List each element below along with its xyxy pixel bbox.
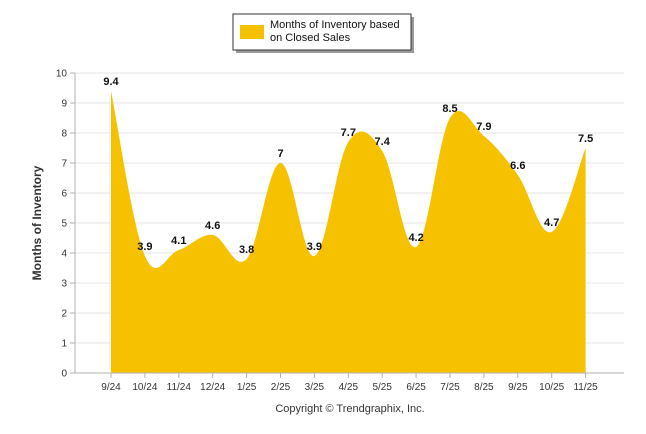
x-tick-label: 12/24 <box>200 382 225 393</box>
plot-area <box>111 91 586 373</box>
data-label: 3.9 <box>307 241 322 253</box>
data-label: 7.9 <box>476 121 491 133</box>
data-label: 8.5 <box>442 103 457 115</box>
data-label: 7.7 <box>341 127 356 139</box>
data-label: 4.6 <box>205 220 220 232</box>
data-label: 7.4 <box>375 136 391 148</box>
x-tick-label: 8/25 <box>474 382 494 393</box>
data-label: 3.9 <box>137 241 152 253</box>
data-label: 9.4 <box>103 76 119 88</box>
x-tick-label: 1/25 <box>237 382 257 393</box>
y-tick-label: 6 <box>61 189 67 200</box>
legend-label-line1: Months of Inventory based <box>270 19 400 31</box>
y-tick-label: 3 <box>61 279 67 290</box>
data-labels: 9.4 3.9 4.1 4.6 3.8 7 3.9 7.7 7.4 4.2 8.5 7.9 6.6 4.7… <box>103 76 593 256</box>
data-label: 7.5 <box>578 133 593 145</box>
data-label: 4.2 <box>408 232 423 244</box>
x-tick-label: 2/25 <box>271 382 291 393</box>
legend-label-line2: on Closed Sales <box>270 32 351 44</box>
y-tick-label: 7 <box>61 159 67 170</box>
legend: Months of Inventory based on Closed Sale… <box>232 13 414 53</box>
y-tick-label: 4 <box>61 249 67 260</box>
data-label: 3.8 <box>239 244 254 256</box>
x-tick-label: 10/24 <box>132 382 157 393</box>
x-tick-label: 3/25 <box>305 382 325 393</box>
y-tick-label: 9 <box>61 99 67 110</box>
y-tick-labels: 0 1 2 3 4 5 6 7 8 9 10 <box>56 69 75 380</box>
x-tick-label: 9/25 <box>508 382 528 393</box>
x-tick-label: 11/24 <box>167 382 192 393</box>
x-tick-label: 10/25 <box>539 382 564 393</box>
data-label: 4.1 <box>171 235 186 247</box>
x-tick-label: 9/24 <box>101 382 121 393</box>
legend-swatch <box>240 25 264 39</box>
series-area <box>111 91 586 373</box>
y-tick-label: 5 <box>61 219 67 230</box>
x-tick-label: 4/25 <box>339 382 359 393</box>
x-tick-label: 11/25 <box>573 382 598 393</box>
y-tick-label: 0 <box>61 369 67 380</box>
x-tick-labels: 9/24 10/24 11/24 12/24 1/25 2/25 3/25 4/25 5/25 6… <box>101 373 598 393</box>
data-label: 7 <box>277 148 283 160</box>
y-tick-label: 10 <box>56 69 68 80</box>
y-tick-label: 2 <box>61 309 67 320</box>
x-tick-label: 7/25 <box>440 382 460 393</box>
data-label: 4.7 <box>544 217 559 229</box>
x-tick-label: 5/25 <box>372 382 392 393</box>
y-tick-label: 8 <box>61 129 67 140</box>
copyright-text: Copyright © Trendgraphix, Inc. <box>275 403 424 415</box>
y-tick-label: 1 <box>61 339 67 350</box>
data-label: 6.6 <box>510 160 525 172</box>
y-axis-title: Months of Inventory <box>30 165 44 280</box>
x-tick-label: 6/25 <box>406 382 426 393</box>
